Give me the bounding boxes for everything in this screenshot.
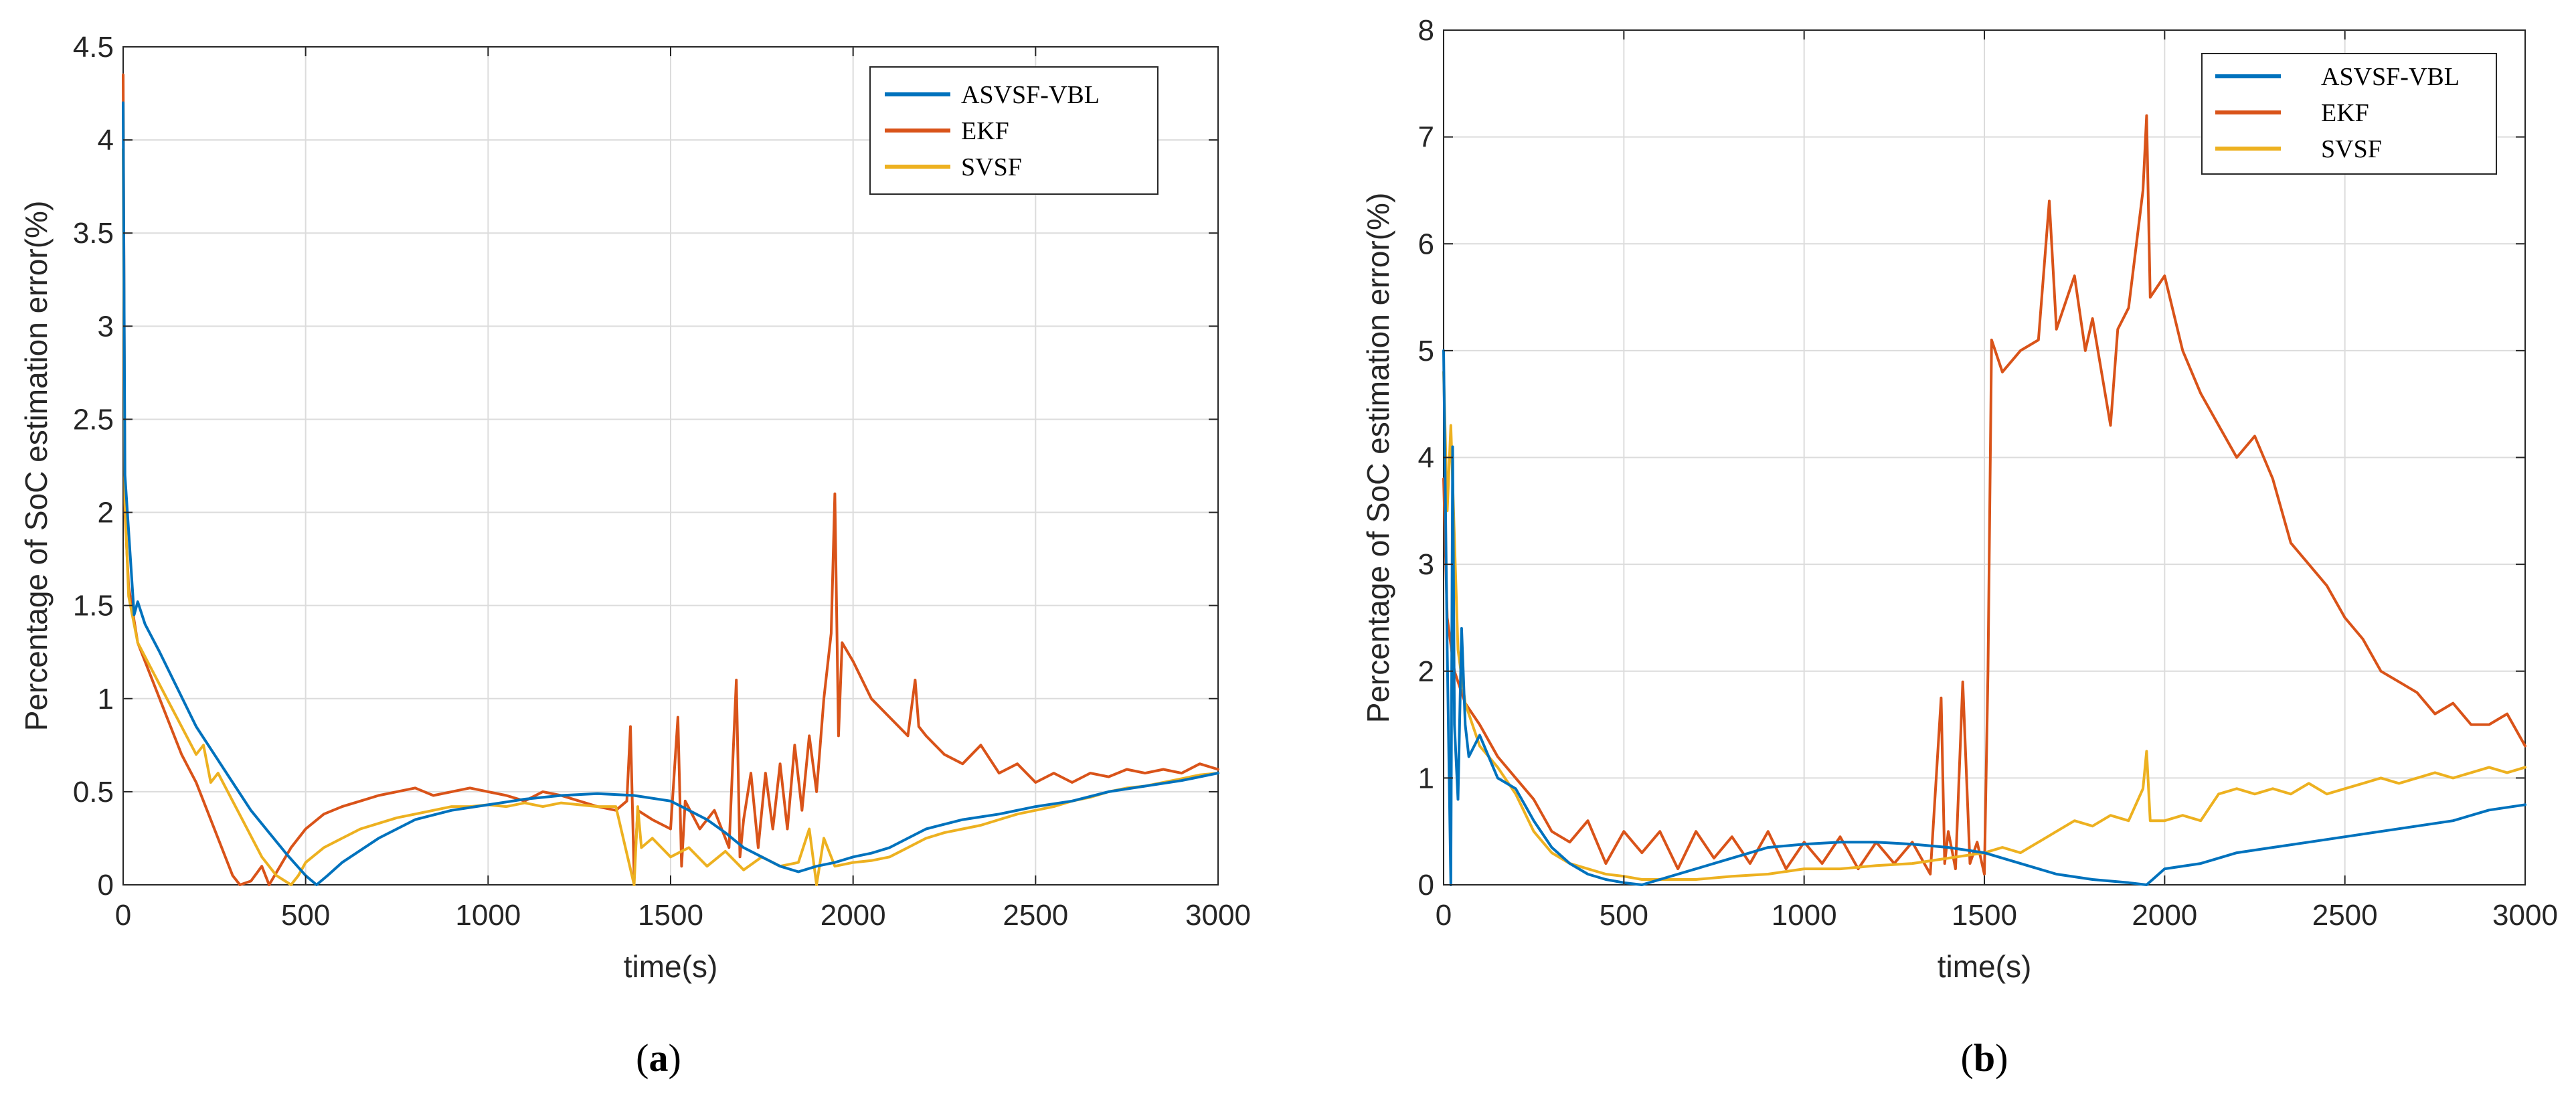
- caption-b-close: ): [1995, 1036, 2008, 1080]
- x-tick-label-b: 0: [1436, 899, 1452, 932]
- y-tick-label-a: 3.5: [73, 217, 114, 250]
- x-tick-label-a: 1000: [455, 899, 521, 932]
- grid-a: [123, 47, 1218, 885]
- x-tick-label-b: 1000: [1772, 899, 1837, 932]
- y-tick-label-a: 1: [98, 683, 114, 715]
- ticks-b: 0 500 1000 1500 2000 2500 3000 0 1 2 3 4 5 6 7 8: [1418, 14, 2558, 932]
- legend-b: ASVSF-VBL EKF SVSF: [2201, 53, 2497, 175]
- y-tick-label-b: 7: [1418, 121, 1434, 154]
- legend-a: ASVSF-VBL EKF SVSF: [869, 66, 1158, 195]
- legend-label-svsf-a: SVSF: [961, 153, 1022, 181]
- x-tick-label-b: 500: [1600, 899, 1648, 932]
- x-tick-label-a: 500: [281, 899, 330, 932]
- y-tick-label-b: 5: [1418, 335, 1434, 367]
- y-tick-label-b: 2: [1418, 655, 1434, 688]
- y-axis-label-b: Percentage of SoC estimation error(%): [1361, 193, 1395, 724]
- legend-label-asvsf-vbl-b: ASVSF-VBL: [2321, 63, 2460, 91]
- caption-a-close: ): [669, 1036, 681, 1080]
- y-tick-label-a: 4: [98, 124, 114, 157]
- y-tick-label-b: 4: [1418, 442, 1434, 475]
- panel-caption-b: (b): [1961, 1036, 2008, 1080]
- y-tick-label-a: 4.5: [73, 31, 114, 64]
- legend-label-svsf-b: SVSF: [2321, 135, 2382, 163]
- series-line-ekf-a: [122, 73, 1219, 886]
- chart-panel-a: 0 500 1000 1500 2000 2500 3000 0 0.5 1 1.5 2 2.5 3 3.5…: [19, 31, 1251, 1080]
- x-tick-label-b: 2000: [2132, 899, 2197, 932]
- panel-caption-a: (a): [636, 1036, 681, 1080]
- series-line-ekf-b: [1442, 114, 2526, 875]
- x-tick-label-b: 1500: [1952, 899, 2017, 932]
- y-tick-label-b: 3: [1418, 548, 1434, 581]
- y-tick-label-b: 6: [1418, 228, 1434, 260]
- y-tick-label-a: 2: [98, 497, 114, 529]
- caption-b-open: (: [1961, 1036, 1974, 1080]
- series-line-asvsf-vbl-b: [1442, 349, 2526, 886]
- x-tick-label-a: 1500: [638, 899, 703, 932]
- series-a: [122, 73, 1219, 886]
- x-axis-label-a: time(s): [624, 949, 718, 984]
- legend-label-ekf-a: EKF: [961, 117, 1009, 145]
- series-line-svsf-b: [1442, 370, 2526, 881]
- x-tick-label-a: 2500: [1003, 899, 1068, 932]
- x-tick-label-a: 2000: [821, 899, 886, 932]
- x-tick-label-a: 3000: [1185, 899, 1251, 932]
- x-tick-label-a: 0: [115, 899, 131, 932]
- y-axis-label-a: Percentage of SoC estimation error(%): [19, 201, 54, 732]
- series-b: [1442, 114, 2526, 886]
- y-tick-label-b: 8: [1418, 14, 1434, 47]
- y-tick-label-a: 0: [98, 869, 114, 902]
- y-tick-label-b: 1: [1418, 762, 1434, 794]
- x-axis-label-b: time(s): [1938, 949, 2032, 984]
- legend-label-ekf-b: EKF: [2321, 99, 2369, 127]
- y-tick-label-a: 2.5: [73, 403, 114, 436]
- y-tick-label-a: 3: [98, 310, 114, 343]
- caption-b-letter: b: [1974, 1036, 1995, 1080]
- chart-panel-b: 0 500 1000 1500 2000 2500 3000 0 1 2 3 4 5 6 7 8 time(s…: [1361, 14, 2558, 1080]
- caption-a-open: (: [636, 1036, 649, 1080]
- y-tick-label-b: 0: [1418, 869, 1434, 902]
- x-tick-label-b: 2500: [2312, 899, 2378, 932]
- caption-a-letter: a: [649, 1036, 669, 1080]
- series-line-svsf-a: [122, 148, 1219, 886]
- x-tick-label-b: 3000: [2492, 899, 2558, 932]
- legend-label-asvsf-vbl-a: ASVSF-VBL: [961, 81, 1100, 109]
- y-tick-label-a: 1.5: [73, 590, 114, 622]
- ticks-a: 0 500 1000 1500 2000 2500 3000 0 0.5 1 1.5 2 2.5 3 3.5…: [73, 31, 1251, 932]
- y-tick-label-a: 0.5: [73, 776, 114, 809]
- series-line-asvsf-vbl-a: [122, 101, 1219, 886]
